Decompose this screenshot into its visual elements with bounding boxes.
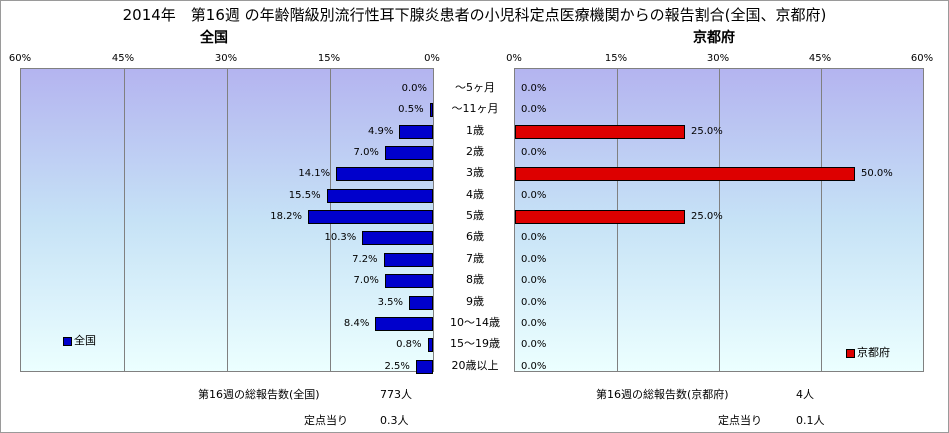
kyoto-tick-label: 0% <box>506 53 522 64</box>
kyoto-gridline <box>719 69 720 371</box>
kyoto-data-label: 25.0% <box>691 125 723 137</box>
kyoto-data-label: 0.0% <box>521 232 547 244</box>
national-data-label: 7.0% <box>353 147 379 159</box>
kyoto-tick-label: 30% <box>706 53 730 64</box>
kyoto-data-label: 0.0% <box>521 147 547 159</box>
national-legend-label: 全国 <box>74 334 96 347</box>
kyoto-legend-label: 京都府 <box>857 346 890 359</box>
national-bar <box>308 210 433 225</box>
national-bar <box>326 188 433 203</box>
kyoto-gridline <box>821 69 822 371</box>
national-tick-label: 45% <box>111 53 135 64</box>
kyoto-data-label: 25.0% <box>691 211 723 223</box>
kyoto-data-label: 0.0% <box>521 275 547 287</box>
kyoto-data-label: 0.0% <box>521 253 547 265</box>
national-bar <box>362 231 433 246</box>
kyoto-bar <box>515 210 685 225</box>
national-gridline <box>227 69 228 371</box>
national-bar <box>427 338 433 353</box>
national-legend-swatch <box>63 336 72 346</box>
national-data-label: 15.5% <box>288 189 321 201</box>
national-panel-title: 全国 <box>200 30 228 46</box>
chart-title: 2014年 第16週 の年齢階級別流行性耳下腺炎患者の小児科定点医療機関からの報… <box>122 6 827 24</box>
national-data-label: 2.5% <box>384 360 410 372</box>
national-bar <box>429 103 433 118</box>
national-total-label: 第16週の総報告数(全国) <box>198 388 320 401</box>
national-data-label: 4.9% <box>367 125 394 137</box>
age-category-label: 5歳 <box>466 209 484 223</box>
kyoto-total-label: 第16週の総報告数(京都府) <box>596 388 729 401</box>
kyoto-per-value: 0.1人 <box>796 414 825 427</box>
age-category-label: ～11ヶ月 <box>451 102 499 116</box>
national-total-value: 773人 <box>380 388 412 401</box>
kyoto-data-label: 0.0% <box>521 83 547 94</box>
age-category-label: 10～14歳 <box>450 315 500 329</box>
national-bar <box>383 252 433 267</box>
national-data-label: 3.5% <box>377 296 403 308</box>
kyoto-total-value: 4人 <box>796 388 814 401</box>
national-data-label: 14.1% <box>298 168 331 180</box>
national-tick-label: 15% <box>317 53 341 64</box>
national-tick-label: 0% <box>424 53 440 64</box>
kyoto-bar <box>515 124 685 139</box>
kyoto-tick-label: 45% <box>808 53 832 64</box>
age-category-label: 3歳 <box>466 166 484 180</box>
kyoto-legend: 京都府 <box>846 347 890 359</box>
national-per-value: 0.3人 <box>380 414 409 427</box>
national-bar <box>415 359 433 374</box>
age-category-label: 4歳 <box>466 187 484 201</box>
national-data-label: 10.3% <box>324 232 357 244</box>
national-bar <box>384 274 433 289</box>
national-gridline <box>124 69 125 371</box>
kyoto-per-label: 定点当り <box>718 414 762 427</box>
national-data-label: 0.5% <box>398 104 424 116</box>
national-bar <box>384 146 433 161</box>
national-legend: 全国 <box>63 335 96 347</box>
national-tick-label: 30% <box>214 53 238 64</box>
age-category-label: ～5ヶ月 <box>455 81 495 94</box>
kyoto-data-label: 0.0% <box>521 360 547 372</box>
kyoto-tick-label: 60% <box>910 53 934 64</box>
national-data-label: 8.4% <box>343 317 370 329</box>
kyoto-panel-title: 京都府 <box>693 30 735 46</box>
national-plot-area: 全国 0.0% 0.5% 4.9% 7.0% 14.1% 15.5% 18.2% 10.3% 7… <box>20 68 434 374</box>
kyoto-tick-label: 15% <box>604 53 628 64</box>
kyoto-legend-swatch <box>846 348 855 358</box>
age-category-label: 8歳 <box>466 273 484 287</box>
age-category-label: 2歳 <box>466 145 484 159</box>
kyoto-data-label: 0.0% <box>521 104 547 116</box>
age-category-label: 9歳 <box>466 294 484 308</box>
national-data-label: 7.0% <box>353 275 379 287</box>
age-category-label: 6歳 <box>466 230 484 244</box>
national-bar <box>375 316 433 331</box>
kyoto-data-label: 0.0% <box>521 339 547 351</box>
national-data-label: 0.0% <box>401 83 427 94</box>
national-per-label: 定点当り <box>304 414 348 427</box>
national-data-label: 0.8% <box>396 339 422 351</box>
kyoto-data-label: 0.0% <box>521 189 547 201</box>
national-bar <box>399 124 433 139</box>
kyoto-data-label: 0.0% <box>521 317 547 329</box>
national-data-label: 18.2% <box>270 211 303 223</box>
kyoto-data-label: 0.0% <box>521 296 547 308</box>
national-data-label: 7.2% <box>352 253 378 265</box>
kyoto-bar <box>515 167 855 182</box>
kyoto-plot-area: 京都府 0.0% 0.0% 25.0% 0.0% 50.0% 0.0% 25.0% 0.0% 0… <box>514 68 924 372</box>
age-category-label: 7歳 <box>466 251 484 265</box>
kyoto-data-label: 50.0% <box>861 168 893 180</box>
age-category-label: 20歳以上 <box>451 358 499 372</box>
age-category-label: 1歳 <box>466 123 484 137</box>
national-bar <box>408 295 433 310</box>
age-category-label: 15～19歳 <box>450 337 500 351</box>
national-tick-label: 60% <box>8 53 32 64</box>
national-bar <box>336 167 433 182</box>
